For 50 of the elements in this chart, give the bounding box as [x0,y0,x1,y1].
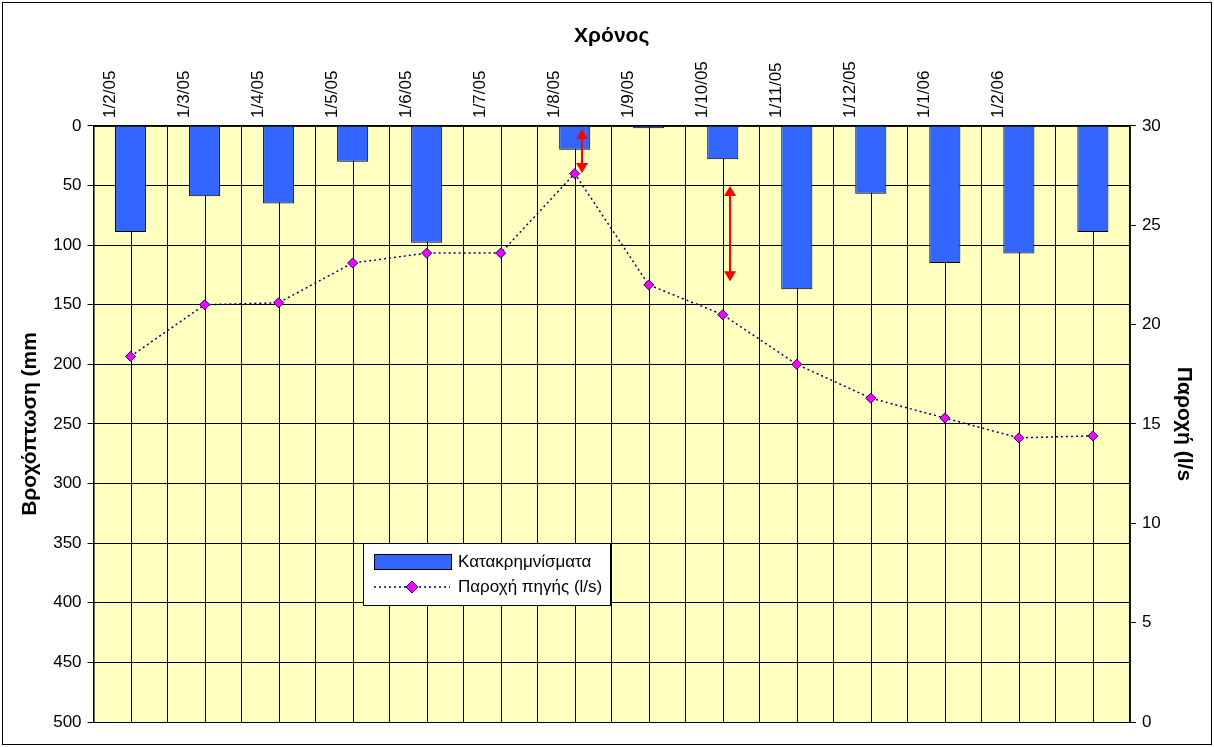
y2-axis-title: Παροχή (l/s [1173,366,1197,482]
y-tick-label: 0 [72,115,82,135]
point [199,299,211,311]
y2-tick-label: 10 [1141,512,1161,532]
point [347,257,359,269]
x-tick-label: 1/11/05 [766,62,786,118]
y2-tick-label: 25 [1141,214,1161,234]
y-tick-label: 150 [53,294,82,314]
point [939,412,951,424]
x-tick-label: 1/2/05 [99,70,119,118]
y2-tick-label: 20 [1141,314,1161,334]
point [1013,432,1025,444]
y2-tick-label: 15 [1141,413,1161,433]
point [421,247,433,259]
x-tick-label: 1/3/05 [173,70,193,118]
x-tick-label: 1/8/05 [544,70,563,118]
x-tick-label: 1/6/05 [395,70,415,118]
x-tick-label: 1/4/05 [247,70,267,118]
y-tick-label: 400 [53,592,82,612]
point [643,279,655,291]
x-tick-label: 1/2/06 [988,70,1008,118]
point [495,247,507,259]
point [273,297,285,309]
y2-tick-label: 5 [1141,612,1152,632]
x-tick-label: 1/10/05 [692,61,712,118]
x-tick-label: 1/5/05 [321,70,341,118]
y-axis-title: Βροχόπτωση (mm [17,332,41,516]
y-tick-label: 450 [53,652,82,672]
x-tick-label: 1/12/05 [840,61,860,118]
legend-label: Κατακρημνίσματα [458,552,592,573]
y-tick-label: 200 [53,354,82,374]
x-tick-label: 1/1/06 [914,70,934,118]
point [865,392,877,404]
point [569,168,581,180]
point [791,358,803,370]
y-tick-label: 250 [53,413,82,433]
y-tick-label: 500 [53,711,82,731]
y-tick-label: 300 [53,473,82,493]
y-tick-label: 100 [53,234,82,254]
y2-tick-label: 30 [1141,115,1161,135]
y2-tick-label: 0 [1141,711,1152,731]
point [717,309,729,321]
y-tick-label: 350 [53,532,82,552]
y-tick-label: 50 [62,175,82,195]
x-axis-title: Χρόνος [574,23,650,48]
point [125,350,137,362]
legend-label: Παροχή πηγής (l/s) [458,577,603,598]
x-tick-label: 1/7/05 [469,70,489,118]
point [1087,430,1099,442]
x-tick-label: 1/9/05 [618,70,638,118]
